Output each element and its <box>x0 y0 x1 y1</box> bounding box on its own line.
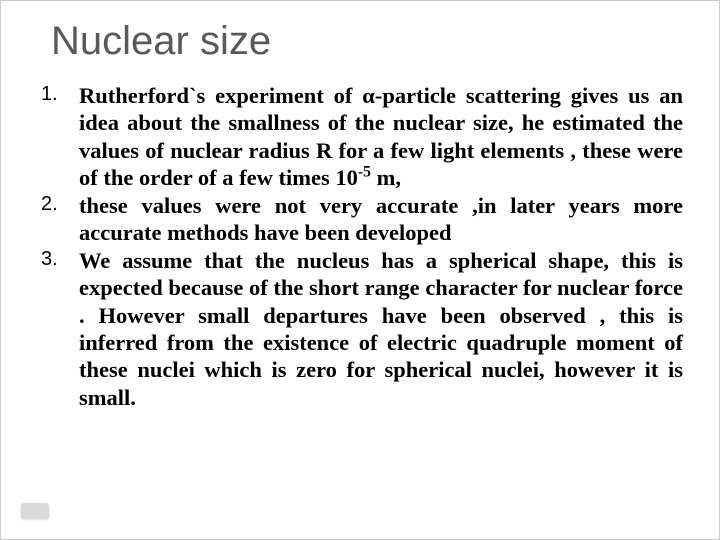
list-item: We assume that the nucleus has a spheric… <box>37 247 683 412</box>
ordered-list: Rutherford`s experiment of α-particle sc… <box>37 82 683 411</box>
list-item: these values were not very accurate ,in … <box>37 192 683 247</box>
corner-decoration <box>21 503 49 519</box>
slide-title: Nuclear size <box>51 19 683 64</box>
slide: Nuclear size Rutherford`s experiment of … <box>0 0 720 540</box>
list-item: Rutherford`s experiment of α-particle sc… <box>37 82 683 192</box>
